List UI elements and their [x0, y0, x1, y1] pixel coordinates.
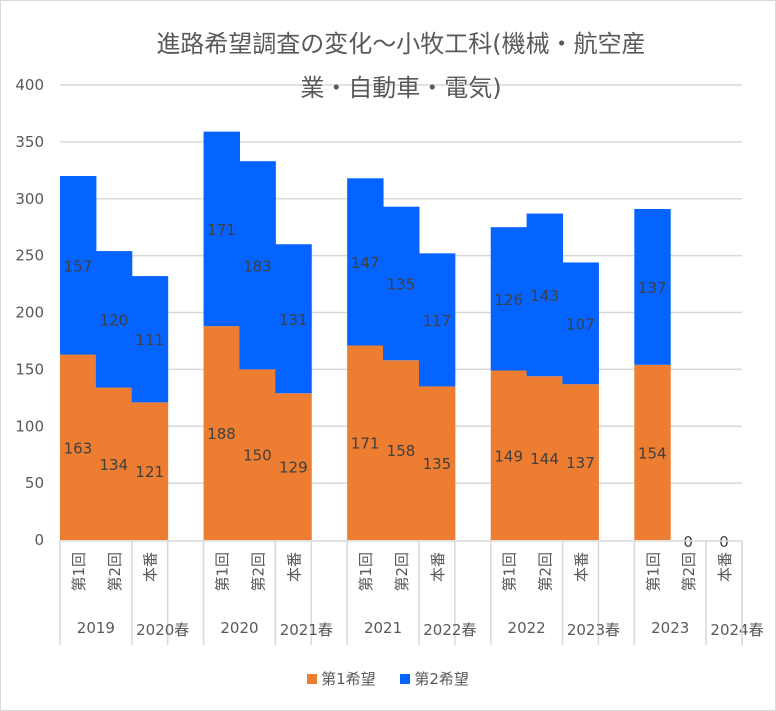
x-group-label-year: 2019: [77, 619, 115, 637]
data-label-second-choice: 143: [530, 287, 559, 305]
bar-second-choice-2022-1: [526, 213, 564, 377]
data-label-first-choice: 121: [135, 463, 164, 481]
x-category-label: 第1回: [644, 552, 662, 592]
data-label-first-choice: 144: [530, 450, 559, 468]
x-category-label: 本番: [572, 552, 590, 582]
bar-first-choice-2022-1: [526, 376, 564, 540]
data-label-second-choice: 171: [207, 221, 236, 239]
data-label-second-choice: 183: [243, 257, 272, 275]
bar-second-choice-2021-2: [418, 253, 456, 387]
bar-second-choice-2020-1: [239, 161, 276, 370]
bar-second-choice-2023-0: [634, 208, 671, 365]
bar-first-choice-2019-2: [131, 402, 169, 540]
bar-first-choice-2019-0: [60, 354, 97, 540]
legend-swatch-blue: [400, 673, 411, 684]
bar-first-choice-2020-2: [275, 393, 312, 540]
data-label-first-choice: 150: [243, 447, 272, 465]
data-label-first-choice: 137: [566, 454, 595, 472]
x-group-label-spring: 2021春: [280, 621, 333, 639]
data-label-first-choice: 171: [351, 435, 380, 453]
bar-second-choice-2022-2: [562, 262, 599, 385]
x-category-label: 第2回: [537, 552, 555, 592]
x-group-label-year: 2022: [508, 619, 546, 637]
data-label-zero: 0: [683, 533, 693, 551]
x-group-label-year: 2023: [651, 619, 689, 637]
bar-second-choice-2021-0: [347, 178, 384, 346]
bar-second-choice-2019-1: [95, 251, 133, 388]
data-label-first-choice: 135: [423, 455, 452, 473]
bar-first-choice-2022-0: [490, 370, 528, 540]
bar-second-choice-2019-0: [60, 176, 97, 355]
chart-title-line-1: 進路希望調査の変化～小牧工科(機械・航空産: [156, 30, 646, 58]
y-tick-label-300: 300: [15, 190, 44, 208]
y-tick-label-400: 400: [15, 76, 44, 94]
x-category-label: 本番: [716, 552, 734, 582]
x-category-label: 第1回: [357, 552, 375, 592]
data-label-first-choice: 163: [64, 439, 93, 457]
bar-first-choice-2023-0: [634, 364, 671, 540]
bar-second-choice-2022-0: [490, 227, 528, 371]
data-label-first-choice: 129: [279, 459, 308, 477]
x-group-label-spring: 2023春: [567, 621, 620, 639]
data-label-second-choice: 120: [100, 311, 129, 329]
x-group-label-spring: 2024春: [710, 621, 763, 639]
data-label-zero: 0: [719, 533, 729, 551]
x-category-label: 第2回: [680, 552, 698, 592]
bar-first-choice-2019-1: [95, 387, 133, 540]
data-label-second-choice: 137: [638, 279, 667, 297]
x-category-label: 第2回: [106, 552, 124, 592]
x-group-label-spring: 2020春: [136, 621, 189, 639]
data-label-second-choice: 117: [423, 312, 452, 330]
legend-label-first-choice: 第1希望: [321, 670, 376, 688]
legend-item-second-choice: 第2希望: [400, 668, 469, 689]
x-group-label-year: 2021: [364, 619, 402, 637]
legend-swatch-orange: [307, 673, 318, 684]
x-category-label: 本番: [429, 552, 447, 582]
bar-second-choice-2020-0: [203, 131, 240, 327]
x-category-label: 第2回: [249, 552, 267, 592]
data-label-first-choice: 134: [100, 456, 129, 474]
bar-second-choice-2019-2: [131, 276, 169, 403]
x-category-label: 第1回: [70, 552, 88, 592]
bar-first-choice-2021-2: [418, 386, 456, 540]
x-group-label-year: 2020: [220, 619, 258, 637]
chart-title: 進路希望調査の変化～小牧工科(機械・航空産 業・自動車・電気): [60, 22, 742, 110]
data-label-first-choice: 154: [638, 444, 667, 462]
y-tick-label-350: 350: [15, 133, 44, 151]
data-label-second-choice: 157: [64, 257, 93, 275]
data-label-first-choice: 158: [387, 442, 416, 460]
x-category-label: 第2回: [393, 552, 411, 592]
bar-second-choice-2020-2: [275, 244, 312, 394]
data-label-first-choice: 149: [494, 447, 523, 465]
x-category-label: 第1回: [501, 552, 519, 592]
bar-first-choice-2022-2: [562, 384, 599, 540]
data-label-second-choice: 147: [351, 254, 380, 272]
y-tick-label-250: 250: [15, 247, 44, 265]
chart-title-line-2: 業・自動車・電気): [300, 74, 502, 102]
legend-item-first-choice: 第1希望: [307, 668, 376, 689]
bar-first-choice-2021-1: [383, 360, 420, 540]
bar-second-choice-2021-1: [383, 206, 420, 361]
y-tick-label-50: 50: [25, 474, 44, 492]
data-label-second-choice: 111: [135, 331, 164, 349]
bar-first-choice-2020-1: [239, 369, 276, 540]
y-tick-label-200: 200: [15, 304, 44, 322]
legend: 第1希望 第2希望: [0, 668, 776, 689]
bar-first-choice-2021-0: [347, 345, 384, 540]
y-tick-label-100: 100: [15, 417, 44, 435]
x-category-label: 本番: [142, 552, 160, 582]
data-label-second-choice: 131: [279, 311, 308, 329]
y-tick-label-0: 0: [34, 531, 44, 549]
x-category-label: 第1回: [214, 552, 232, 592]
x-group-label-spring: 2022春: [423, 621, 476, 639]
data-label-second-choice: 126: [494, 291, 523, 309]
data-label-second-choice: 107: [566, 315, 595, 333]
bar-first-choice-2020-0: [203, 326, 240, 540]
data-label-second-choice: 135: [387, 275, 416, 293]
x-category-label: 本番: [285, 552, 303, 582]
legend-label-second-choice: 第2希望: [414, 670, 469, 688]
y-tick-label-150: 150: [15, 360, 44, 378]
data-label-first-choice: 188: [207, 425, 236, 443]
